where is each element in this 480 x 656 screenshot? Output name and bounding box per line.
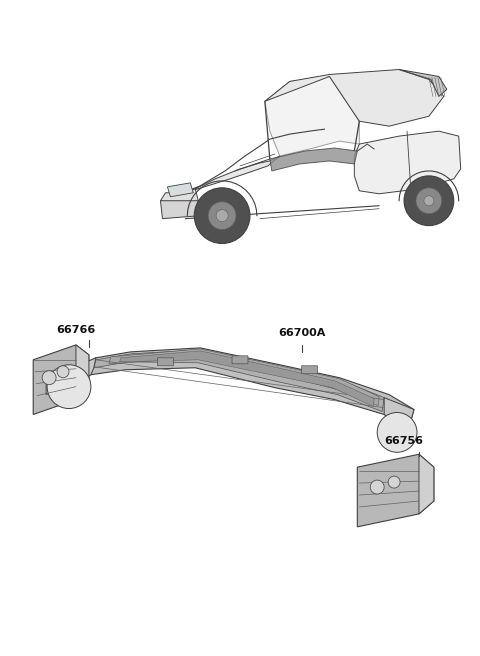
Polygon shape: [33, 345, 89, 415]
Circle shape: [377, 413, 417, 452]
Circle shape: [57, 366, 69, 378]
Polygon shape: [354, 131, 461, 194]
Circle shape: [416, 188, 442, 214]
Circle shape: [424, 195, 434, 206]
Text: 66756: 66756: [384, 436, 423, 446]
Circle shape: [208, 202, 236, 230]
Polygon shape: [120, 351, 374, 407]
Polygon shape: [168, 183, 193, 197]
Polygon shape: [76, 345, 89, 400]
Polygon shape: [419, 454, 434, 514]
Circle shape: [388, 476, 400, 488]
Circle shape: [404, 176, 454, 226]
Polygon shape: [384, 398, 414, 428]
Circle shape: [194, 188, 250, 243]
Text: 66766: 66766: [56, 325, 96, 335]
Circle shape: [370, 480, 384, 494]
Polygon shape: [46, 348, 414, 428]
Circle shape: [42, 371, 56, 384]
Circle shape: [47, 365, 91, 409]
Polygon shape: [46, 358, 96, 395]
Polygon shape: [399, 70, 447, 96]
Polygon shape: [270, 148, 357, 171]
FancyBboxPatch shape: [157, 358, 173, 366]
Polygon shape: [265, 77, 360, 156]
Polygon shape: [109, 349, 379, 405]
Polygon shape: [94, 350, 384, 411]
Polygon shape: [185, 156, 280, 193]
FancyBboxPatch shape: [232, 356, 248, 364]
Polygon shape: [265, 70, 444, 126]
Polygon shape: [160, 189, 198, 206]
Polygon shape: [160, 201, 200, 218]
Text: 66700A: 66700A: [278, 328, 325, 338]
Polygon shape: [357, 454, 434, 527]
Circle shape: [216, 210, 228, 222]
FancyBboxPatch shape: [301, 366, 318, 374]
